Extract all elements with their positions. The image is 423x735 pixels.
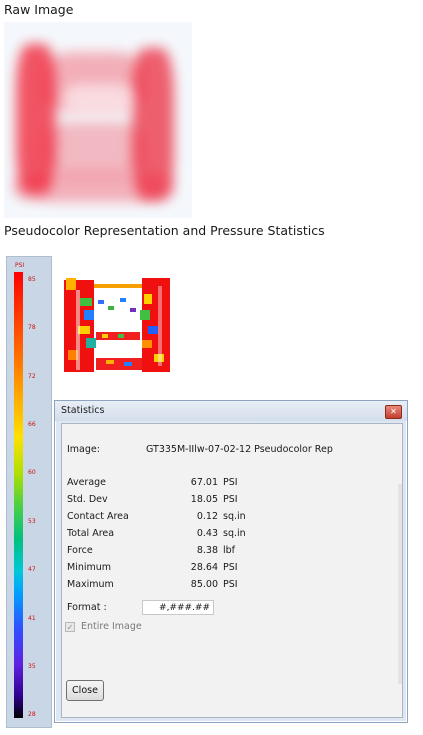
close-button[interactable]: Close (66, 680, 104, 701)
scale-label: 72 (28, 373, 36, 380)
raw-image-title: Raw Image (4, 2, 74, 17)
scale-label: 53 (28, 518, 36, 525)
entire-image-checkbox[interactable]: ✓ (65, 622, 75, 632)
stat-value-contact-area: 0.12 (196, 511, 218, 522)
stat-value-force: 8.38 (196, 545, 218, 556)
image-label: Image: (67, 444, 100, 455)
stat-label-force: Force (67, 545, 93, 556)
entire-image-label: Entire Image (81, 621, 142, 632)
stat-unit-minimum: PSI (223, 562, 238, 573)
stat-label-std-dev: Std. Dev (67, 494, 108, 505)
scale-label: 85 (28, 276, 36, 283)
stat-value-total-area: 0.43 (196, 528, 218, 539)
stat-label-average: Average (67, 477, 107, 488)
image-name: GT335M-IIlw-07-02-12 Pseudocolor Rep (146, 444, 333, 455)
statistics-panel: Image: GT335M-IIlw-07-02-12 Pseudocolor … (61, 423, 403, 718)
pseudocolor-image (62, 270, 174, 376)
format-input[interactable] (142, 600, 214, 615)
scale-unit-label: PSI (15, 262, 25, 269)
stat-value-average: 67.01 (190, 477, 218, 488)
scale-label: 47 (28, 566, 36, 573)
close-icon: ✕ (390, 407, 397, 416)
scale-label: 41 (28, 615, 36, 622)
raw-image (4, 22, 192, 218)
stat-label-minimum: Minimum (67, 562, 112, 573)
stat-value-minimum: 28.64 (190, 562, 218, 573)
stat-label-maximum: Maximum (67, 579, 114, 590)
window-title: Statistics (61, 405, 105, 416)
stat-unit-contact-area: sq.in (223, 511, 246, 522)
color-scale-panel: PSI 85 78 72 66 60 53 47 41 35 28 (6, 256, 52, 728)
format-label: Format : (67, 602, 107, 613)
stat-unit-average: PSI (223, 477, 238, 488)
scrollbar[interactable] (398, 484, 402, 684)
stat-unit-maximum: PSI (223, 579, 238, 590)
checkmark-icon: ✓ (66, 623, 74, 632)
stat-value-maximum: 85.00 (190, 579, 218, 590)
color-scale-bar (14, 272, 23, 718)
stat-unit-force: lbf (223, 545, 236, 556)
pseudocolor-title: Pseudocolor Representation and Pressure … (4, 223, 325, 238)
scale-label: 66 (28, 421, 36, 428)
window-close-button[interactable]: ✕ (385, 405, 402, 419)
statistics-window: Statistics ✕ Image: GT335M-IIlw-07-02-12… (54, 400, 408, 723)
scale-label: 35 (28, 663, 36, 670)
scale-label: 28 (28, 711, 36, 718)
stat-unit-total-area: sq.in (223, 528, 246, 539)
scale-label: 78 (28, 324, 36, 331)
stat-value-std-dev: 18.05 (190, 494, 218, 505)
stat-label-contact-area: Contact Area (67, 511, 129, 522)
scale-label: 60 (28, 469, 36, 476)
window-titlebar[interactable]: Statistics ✕ (55, 401, 407, 421)
stat-unit-std-dev: PSI (223, 494, 238, 505)
stat-label-total-area: Total Area (67, 528, 115, 539)
